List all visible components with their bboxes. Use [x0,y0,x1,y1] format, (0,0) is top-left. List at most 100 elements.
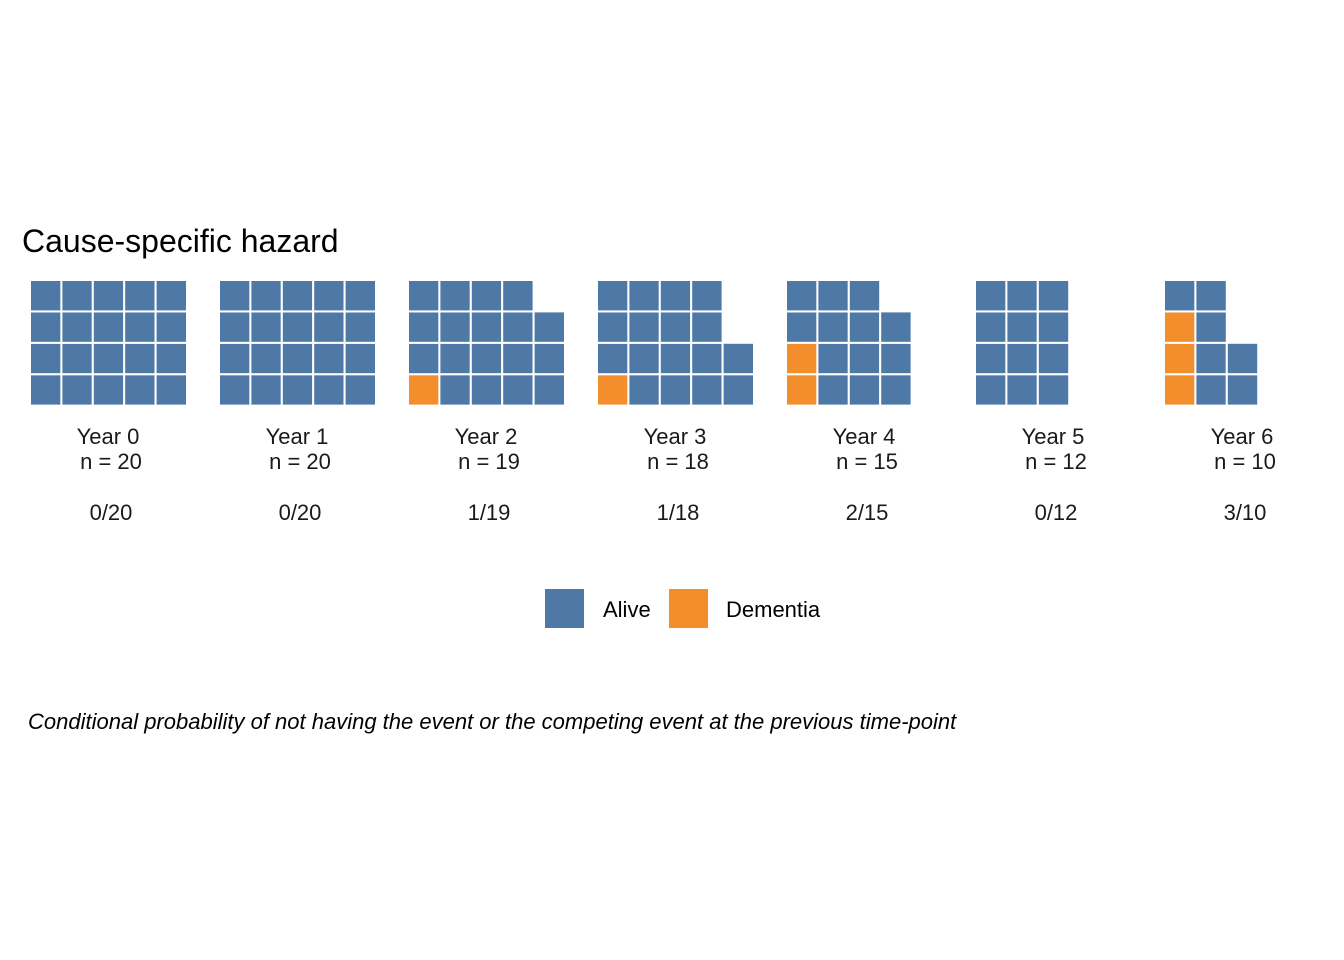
waffle-cell-alive [312,279,346,313]
waffle-cell-dementia [785,373,819,407]
waffle-cell-alive [690,310,724,344]
panel-n-label: n = 20 [269,449,331,474]
waffle-panel: Year 5n = 12 0/12 [974,279,1087,525]
waffle-cell-alive [312,373,346,407]
waffle-cell-alive [596,279,630,313]
waffle-cell-dementia [407,373,441,407]
waffle-cell-alive [218,373,252,407]
panel-n-label: n = 12 [1025,449,1087,474]
waffle-cell-alive [658,373,693,407]
waffle-cell-alive [218,279,252,313]
waffle-cell-alive [1036,341,1071,376]
panel-fraction-label: 1/18 [657,500,700,525]
waffle-cell-alive [501,279,535,313]
waffle-cell-alive [280,279,315,313]
waffle-cell-alive [501,310,535,344]
waffle-cell-alive [1036,310,1071,344]
waffle-cell-alive [690,279,724,313]
panel-year-label: Year 1 [266,424,329,449]
waffle-cell-alive [438,310,472,344]
panel-n-label: n = 15 [836,449,898,474]
waffle-cell-alive [785,310,819,344]
waffle-cell-alive [469,341,504,376]
panel-fraction-label: 3/10 [1224,500,1267,525]
panel-fraction-label: 2/15 [846,500,889,525]
waffle-cell-alive [974,279,1008,313]
waffle-cell-alive [29,341,63,376]
waffle-cell-alive [343,279,378,313]
waffle-cell-alive [29,310,63,344]
waffle-cell-alive [1225,341,1260,376]
waffle-cell-alive [1005,373,1039,407]
waffle-cell-alive [785,279,819,313]
waffle-cell-alive [280,310,315,344]
waffle-cell-alive [249,310,283,344]
waffle-cell-alive [91,279,126,313]
panel-fraction-label: 0/20 [90,500,133,525]
waffle-cell-alive [627,279,661,313]
waffle-cell-alive [91,341,126,376]
panel-n-label: n = 19 [458,449,520,474]
waffle-panel: Year 0n = 20 0/20 [29,279,189,525]
waffle-cell-alive [847,373,882,407]
waffle-cell-alive [879,310,913,344]
waffle-cell-alive [154,310,189,344]
waffle-cell-alive [879,373,913,407]
waffle-cell-alive [469,373,504,407]
waffle-cell-alive [218,310,252,344]
waffle-cell-alive [123,279,157,313]
waffle-cell-alive [847,310,882,344]
waffle-cell-alive [1225,373,1260,407]
waffle-cell-alive [249,373,283,407]
waffle-cell-alive [60,310,94,344]
waffle-cell-dementia [785,341,819,376]
waffle-cell-alive [312,341,346,376]
waffle-cell-alive [123,341,157,376]
waffle-cell-alive [690,341,724,376]
waffle-cell-alive [1036,373,1071,407]
legend: Alive Dementia [545,589,821,628]
waffle-cell-alive [123,310,157,344]
waffle-cell-alive [658,310,693,344]
waffle-cell-alive [501,341,535,376]
waffle-cell-alive [249,279,283,313]
waffle-cell-alive [816,373,850,407]
waffle-cell-alive [91,310,126,344]
waffle-cell-dementia [596,373,630,407]
waffle-cell-alive [60,279,94,313]
legend-label-alive: Alive [603,597,651,622]
waffle-cell-alive [1005,279,1039,313]
waffle-cell-alive [29,373,63,407]
waffle-cell-alive [1194,279,1228,313]
waffle-cell-alive [532,310,566,344]
waffle-cell-alive [1163,279,1197,313]
waffle-cell-alive [974,310,1008,344]
waffle-cell-alive [1194,341,1228,376]
legend-label-dementia: Dementia [726,597,821,622]
waffle-cell-alive [407,310,441,344]
panel-year-label: Year 5 [1022,424,1085,449]
waffle-cell-alive [501,373,535,407]
waffle-cell-alive [407,279,441,313]
waffle-cell-alive [343,341,378,376]
waffle-cell-alive [721,341,755,376]
waffle-cell-dementia [1163,373,1197,407]
waffle-cell-alive [123,373,157,407]
panel-year-label: Year 0 [77,424,140,449]
waffle-cell-alive [721,373,755,407]
waffle-cell-alive [438,341,472,376]
waffle-cell-alive [974,373,1008,407]
waffle-cell-alive [91,373,126,407]
waffle-cell-alive [1194,310,1228,344]
panel-year-label: Year 4 [833,424,896,449]
waffle-cell-alive [816,310,850,344]
waffle-panel: Year 6n = 10 3/10 [1163,279,1276,525]
panel-year-label: Year 3 [644,424,707,449]
waffle-cell-alive [690,373,724,407]
panel-n-label: n = 18 [647,449,709,474]
waffle-cell-alive [154,279,189,313]
waffle-cell-alive [469,310,504,344]
waffle-cell-alive [847,341,882,376]
legend-key-dementia [669,589,708,628]
